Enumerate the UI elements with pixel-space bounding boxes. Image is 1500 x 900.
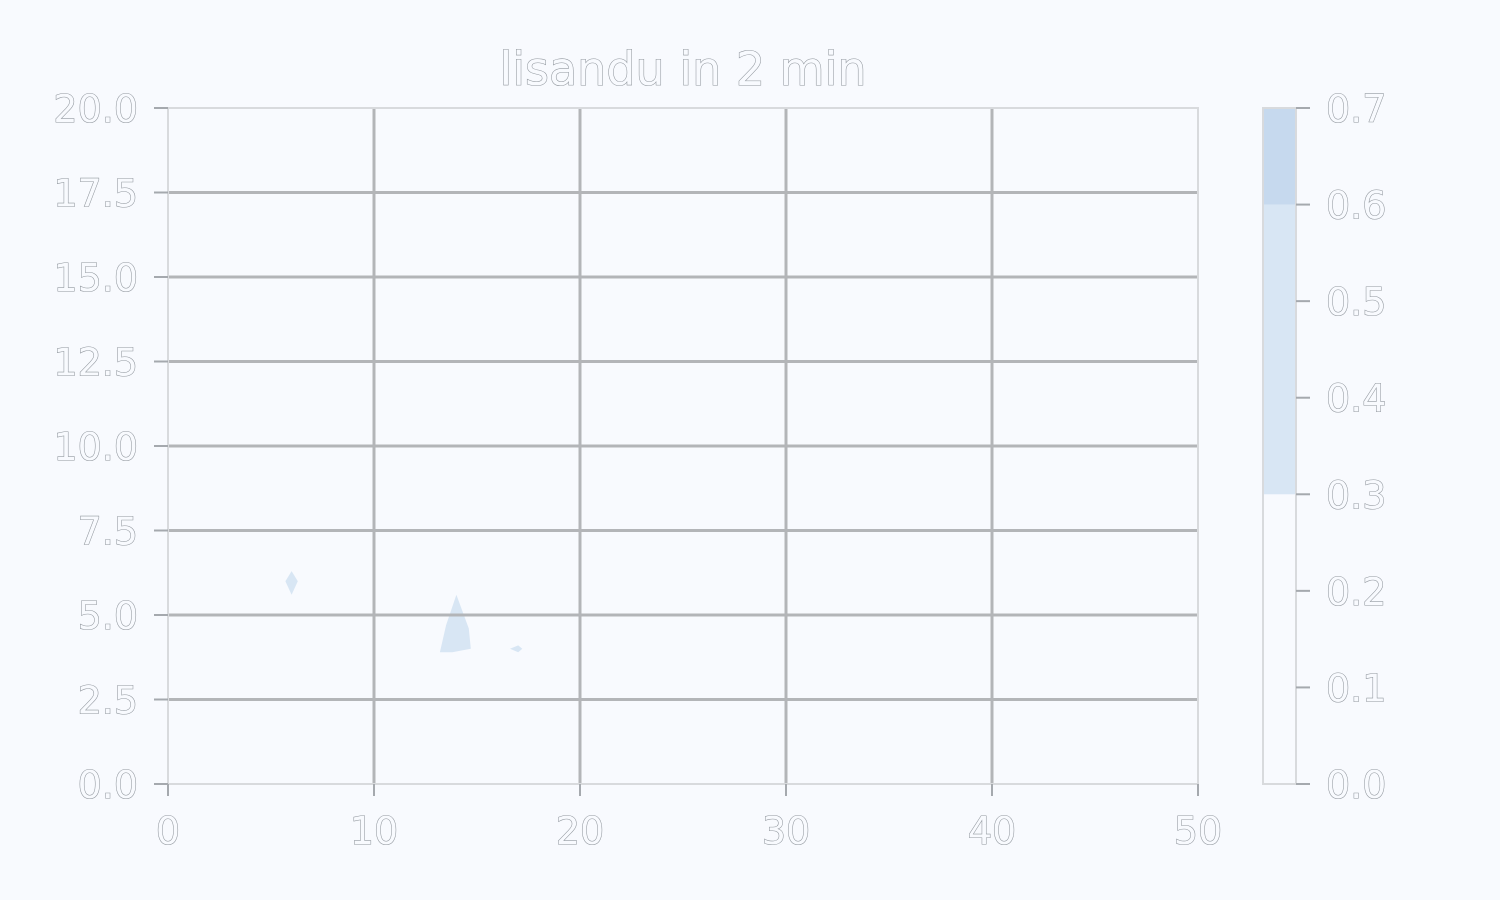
colorbar-tick-label: 0.1 xyxy=(1326,666,1386,710)
y-tick-label: 7.5 xyxy=(78,510,138,554)
chart-title: lisandu in 2 min xyxy=(499,42,866,96)
axes: 0 10 20 30 40 50 0.0 2.5 5.0 7.5 10.0 12.5 15.0 17.5 2… xyxy=(53,86,1223,853)
colorbar-tick-label: 0.7 xyxy=(1326,87,1386,131)
grid-lines xyxy=(168,108,1198,784)
contour-region xyxy=(510,645,523,653)
colorbar-tick-label: 0.5 xyxy=(1326,280,1386,324)
y-tick-label: 15.0 xyxy=(53,256,138,300)
colorbar-segment xyxy=(1263,204,1296,495)
y-tick-label: 12.5 xyxy=(53,341,138,385)
y-tick-label: 10.0 xyxy=(53,425,138,469)
x-tick-label: 40 xyxy=(968,809,1016,853)
y-tick-label: 17.5 xyxy=(53,172,138,216)
y-tick-label: 5.0 xyxy=(78,594,138,638)
colorbar-tick-label: 0.2 xyxy=(1326,570,1386,614)
y-tick-label: 2.5 xyxy=(78,679,138,723)
colorbar-frame xyxy=(1262,107,1297,785)
colorbar-segment xyxy=(1263,494,1296,784)
contour-region xyxy=(439,594,471,653)
contour-regions xyxy=(285,571,523,653)
colorbar-tick-label: 0.0 xyxy=(1326,763,1386,807)
colorbar: 0.0 0.1 0.2 0.3 0.4 0.5 0.6 0.7 xyxy=(1262,86,1387,808)
x-tick-label: 0 xyxy=(156,809,180,853)
colorbar-tick-label: 0.4 xyxy=(1326,377,1386,421)
colorbar-tick-label: 0.6 xyxy=(1326,184,1386,228)
colorbar-segment xyxy=(1263,108,1296,205)
contour-region xyxy=(285,571,298,595)
colorbar-tick-label: 0.3 xyxy=(1326,473,1386,517)
x-tick-label: 50 xyxy=(1174,809,1222,853)
y-tick-label: 20.0 xyxy=(53,87,138,131)
x-tick-label: 30 xyxy=(762,809,810,853)
x-tick-label: 20 xyxy=(556,809,604,853)
x-tick-label: 10 xyxy=(350,809,398,853)
y-tick-label: 0.0 xyxy=(78,763,138,807)
